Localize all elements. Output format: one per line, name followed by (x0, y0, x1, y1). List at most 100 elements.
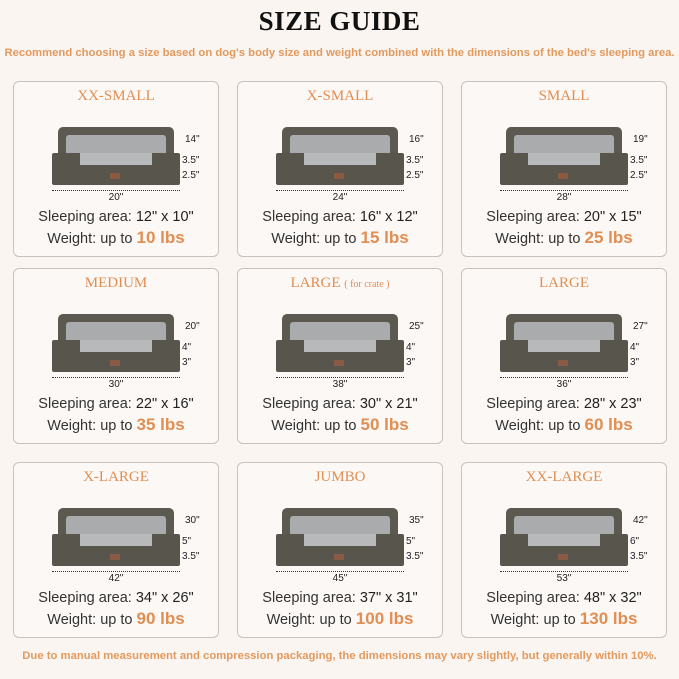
weight-label: Weight: (47, 231, 97, 247)
size-name: XX-SMALL (14, 88, 218, 105)
up-to-label: up to (100, 231, 133, 247)
brand-tag-icon (334, 554, 344, 560)
sleeping-area: Sleeping area: 12" x 10" (14, 209, 218, 225)
length-label: 30" (108, 379, 124, 390)
sleeping-area-label: Sleeping area: (38, 396, 132, 412)
sleeping-area: Sleeping area: 37" x 31" (238, 590, 442, 606)
sleeping-area-label: Sleeping area: (38, 209, 132, 225)
size-name: LARGE (462, 275, 666, 292)
brand-tag-icon (334, 360, 344, 366)
up-to-label: up to (543, 612, 576, 628)
bed-image (276, 314, 404, 372)
length-dimension-line (500, 571, 628, 572)
bed-image (52, 508, 180, 566)
sleeping-area-value: 22" x 16" (135, 396, 194, 412)
subtitle: Recommend choosing a size based on dog's… (4, 47, 675, 59)
up-to-label: up to (100, 418, 133, 434)
bed-image (500, 127, 628, 185)
length-dimension-line (276, 190, 404, 191)
brand-tag-icon (110, 360, 120, 366)
bed-image (500, 508, 628, 566)
length-label: 20" (108, 192, 124, 203)
total-height-label: 42" (633, 515, 648, 526)
weight-label: Weight: (47, 418, 97, 434)
sleeping-area-label: Sleeping area: (486, 590, 580, 606)
weight-label: Weight: (495, 231, 545, 247)
top-height-label: 4" (182, 342, 192, 353)
size-card: MEDIUM 30" 20" 4" 3" Sleeping area: 22" … (13, 268, 219, 444)
weight-label: Weight: (271, 231, 321, 247)
bed-image (276, 508, 404, 566)
weight: Weight: up to 60 lbs (462, 415, 666, 435)
sleeping-area-value: 30" x 21" (359, 396, 418, 412)
weight-value: 60 lbs (584, 415, 633, 434)
length-label: 42" (108, 573, 124, 584)
size-label: XX-SMALL (77, 88, 155, 104)
sleeping-area: Sleeping area: 30" x 21" (238, 396, 442, 412)
footer-note: Due to manual measurement and compressio… (22, 650, 657, 662)
base-height-label: 3" (182, 357, 192, 368)
size-label: JUMBO (314, 469, 366, 485)
weight-value: 90 lbs (136, 609, 185, 628)
brand-tag-icon (558, 554, 568, 560)
total-height-label: 35" (409, 515, 424, 526)
size-note: ( for crate ) (344, 279, 390, 290)
length-dimension-line (52, 571, 180, 572)
size-label: X-SMALL (306, 88, 374, 104)
base-height-label: 3.5" (406, 551, 424, 562)
top-height-label: 3.5" (406, 155, 424, 166)
sleeping-area: Sleeping area: 22" x 16" (14, 396, 218, 412)
sleeping-area-label: Sleeping area: (262, 209, 356, 225)
length-label: 53" (556, 573, 572, 584)
length-dimension-line (500, 377, 628, 378)
base-height-label: 3" (630, 357, 640, 368)
base-height-label: 3" (406, 357, 416, 368)
size-card: LARGE ( for crate ) 38" 25" 4" 3" Sleepi… (237, 268, 443, 444)
up-to-label: up to (324, 231, 357, 247)
base-height-label: 3.5" (630, 551, 648, 562)
size-name: JUMBO (238, 469, 442, 486)
weight-value: 100 lbs (355, 609, 414, 628)
sleeping-area: Sleeping area: 28" x 23" (462, 396, 666, 412)
size-card: XX-LARGE 53" 42" 6" 3.5" Sleeping area: … (461, 462, 667, 638)
brand-tag-icon (558, 360, 568, 366)
length-dimension-line (52, 190, 180, 191)
length-dimension-line (276, 571, 404, 572)
brand-tag-icon (110, 173, 120, 179)
length-label: 45" (332, 573, 348, 584)
size-card: SMALL 28" 19" 3.5" 2.5" Sleeping area: 2… (461, 81, 667, 257)
sleeping-area-value: 34" x 26" (135, 590, 194, 606)
weight: Weight: up to 35 lbs (14, 415, 218, 435)
size-name: LARGE ( for crate ) (238, 275, 442, 292)
size-card: JUMBO 45" 35" 5" 3.5" Sleeping area: 37"… (237, 462, 443, 638)
sleeping-area-label: Sleeping area: (262, 396, 356, 412)
sleeping-area-label: Sleeping area: (262, 590, 356, 606)
sleeping-area-value: 28" x 23" (583, 396, 642, 412)
size-name: XX-LARGE (462, 469, 666, 486)
sleeping-area-value: 12" x 10" (135, 209, 194, 225)
brand-tag-icon (110, 554, 120, 560)
total-height-label: 20" (185, 321, 200, 332)
sleeping-area: Sleeping area: 48" x 32" (462, 590, 666, 606)
brand-tag-icon (558, 173, 568, 179)
sleeping-area-value: 16" x 12" (359, 209, 418, 225)
length-dimension-line (52, 377, 180, 378)
base-height-label: 2.5" (182, 170, 200, 181)
sleeping-area-label: Sleeping area: (486, 209, 580, 225)
up-to-label: up to (548, 231, 581, 247)
bed-image (500, 314, 628, 372)
brand-tag-icon (334, 173, 344, 179)
base-height-label: 2.5" (406, 170, 424, 181)
weight-label: Weight: (271, 418, 321, 434)
sleeping-area-value: 37" x 31" (359, 590, 418, 606)
sleeping-area-label: Sleeping area: (38, 590, 132, 606)
weight-value: 130 lbs (579, 609, 638, 628)
bed-image (276, 127, 404, 185)
top-height-label: 4" (630, 342, 640, 353)
top-height-label: 5" (182, 536, 192, 547)
weight: Weight: up to 25 lbs (462, 228, 666, 248)
total-height-label: 19" (633, 134, 648, 145)
sleeping-area: Sleeping area: 20" x 15" (462, 209, 666, 225)
sleeping-area-value: 48" x 32" (583, 590, 642, 606)
weight-label: Weight: (495, 418, 545, 434)
